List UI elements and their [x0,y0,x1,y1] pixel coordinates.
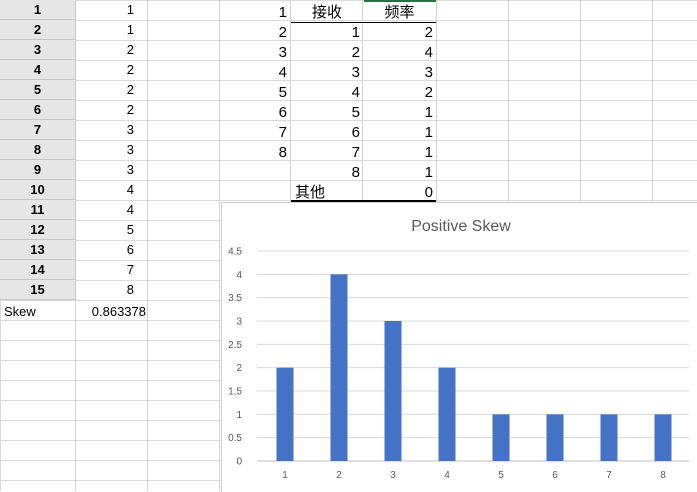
data-cell[interactable]: 6 [126,242,134,257]
x-tick-label: 4 [444,470,450,481]
column-divider [147,0,148,491]
x-tick-label: 8 [660,470,666,481]
freq-value-cell[interactable]: 2 [424,84,433,101]
x-tick-label: 1 [282,470,288,481]
y-tick-label: 2.5 [228,340,242,351]
column-divider [219,0,220,491]
data-cell[interactable]: 4 [126,202,134,217]
freq-value-cell[interactable]: 1 [424,124,433,141]
row-header[interactable]: 11 [0,200,76,220]
x-tick-label: 3 [390,470,396,481]
bin-cell[interactable]: 3 [278,44,287,61]
bin-cell[interactable]: 8 [278,144,287,161]
y-tick-label: 0 [236,457,242,468]
bar[interactable] [546,414,564,461]
data-cell[interactable]: 2 [126,42,134,57]
bar[interactable] [654,414,672,461]
bin-cell[interactable]: 5 [278,84,287,101]
bar[interactable] [600,414,618,461]
row-header[interactable]: 2 [0,20,76,40]
selected-column-indicator [364,0,436,2]
freq-bin-cell[interactable]: 7 [351,144,360,161]
chart-title: Positive Skew [411,218,511,235]
data-cell[interactable]: 3 [126,162,134,177]
bar[interactable] [492,414,510,461]
bin-cell[interactable]: 1 [278,4,287,21]
x-tick-label: 2 [336,470,342,481]
other-label[interactable]: 其他 [291,183,363,202]
freq-bin-cell[interactable]: 6 [351,124,360,141]
row-header[interactable]: 5 [0,80,76,100]
y-tick-label: 4 [236,270,242,281]
freq-value-cell[interactable]: 1 [424,164,433,181]
freq-bin-cell[interactable]: 5 [351,104,360,121]
data-cell[interactable]: 3 [126,122,134,137]
freq-bin-cell[interactable]: 4 [351,84,360,101]
row-header[interactable]: 4 [0,60,76,80]
x-tick-label: 5 [498,470,504,481]
row-header[interactable]: 7 [0,120,76,140]
row-header[interactable]: 14 [0,260,76,280]
y-tick-label: 4.5 [228,247,242,258]
data-cell[interactable]: 4 [126,182,134,197]
row-header[interactable]: 12 [0,220,76,240]
bin-cell[interactable]: 4 [278,64,287,81]
x-tick-label: 7 [606,470,612,481]
row-header[interactable]: 1 [0,0,76,20]
freq-bin-cell[interactable]: 3 [351,64,360,81]
data-cell[interactable]: 7 [126,262,134,277]
data-cell[interactable]: 5 [126,222,134,237]
row-header[interactable]: 10 [0,180,76,200]
header-bin[interactable]: 接收 [291,3,363,23]
row-header[interactable]: 13 [0,240,76,260]
data-cell[interactable]: 1 [126,2,134,17]
freq-value-cell[interactable]: 2 [424,24,433,41]
y-tick-label: 3.5 [228,293,242,304]
freq-value-cell[interactable]: 1 [424,144,433,161]
y-tick-label: 2 [236,363,242,374]
freq-value-cell[interactable]: 3 [424,64,433,81]
skew-value[interactable]: 0.863378 [91,304,146,319]
histogram-chart[interactable]: Positive Skew 0 0.5 1 1.5 2 2.5 3 3.5 4 4.5 1 2 3 4 5 6… [221,202,697,492]
bar[interactable] [276,367,294,461]
y-tick-label: 1 [236,410,242,421]
freq-value-cell[interactable]: 1 [424,104,433,121]
data-cell[interactable]: 2 [126,82,134,97]
data-cell[interactable]: 2 [126,62,134,77]
bin-cell[interactable]: 6 [278,104,287,121]
bar[interactable] [384,321,402,461]
freq-bin-cell[interactable]: 2 [351,44,360,61]
y-tick-label: 1.5 [228,387,242,398]
bar[interactable] [438,367,456,461]
freq-value-cell[interactable]: 4 [424,44,433,61]
skew-label[interactable]: Skew [4,304,36,319]
row-header[interactable]: 3 [0,40,76,60]
data-cell[interactable]: 8 [126,282,134,297]
row-header[interactable]: 15 [0,280,76,300]
x-tick-label: 6 [552,470,558,481]
freq-bin-cell[interactable]: 1 [351,24,360,41]
row-header[interactable]: 8 [0,140,76,160]
y-tick-label: 3 [236,317,242,328]
bin-cell[interactable]: 2 [278,24,287,41]
other-frequency[interactable]: 0 [363,183,436,202]
bin-cell[interactable]: 7 [278,124,287,141]
chart-canvas: Positive Skew 0 0.5 1 1.5 2 2.5 3 3.5 4 4.5 1 2 3 4 5 6… [228,218,689,481]
row-header[interactable]: 6 [0,100,76,120]
data-cell[interactable]: 2 [126,102,134,117]
data-cell[interactable]: 1 [126,22,134,37]
y-tick-label: 0.5 [228,433,242,444]
row-header[interactable]: 9 [0,160,76,180]
bar[interactable] [330,274,348,461]
header-frequency[interactable]: 频率 [363,3,436,23]
freq-bin-cell[interactable]: 8 [351,164,360,181]
data-cell[interactable]: 3 [126,142,134,157]
